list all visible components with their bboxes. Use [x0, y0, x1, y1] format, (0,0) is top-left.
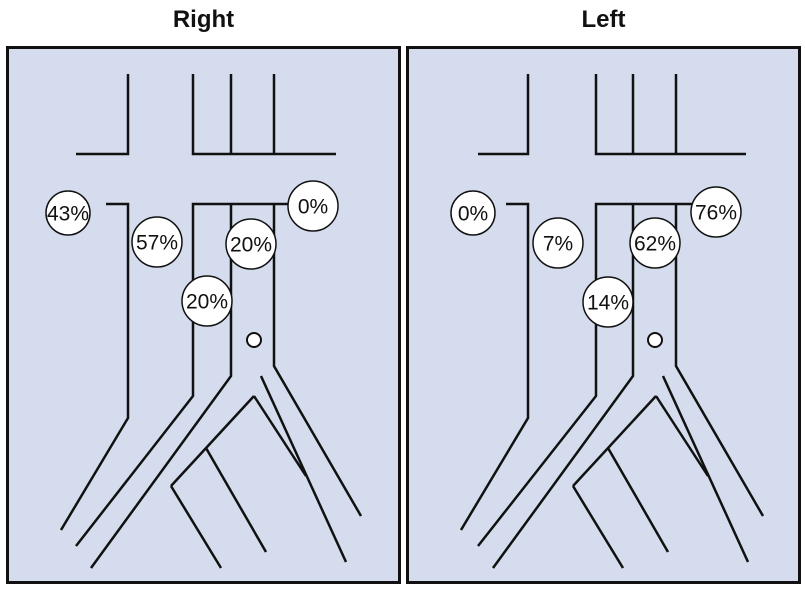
- small-circle-marker: [647, 332, 663, 348]
- diagram-panel-left: 0% 7% 14% 62% 76%: [406, 46, 801, 584]
- percent-label: 0%: [298, 196, 328, 219]
- percent-bubble-c: 14%: [582, 276, 634, 328]
- percent-bubble-d: 62%: [629, 217, 681, 269]
- percent-label: 0%: [458, 203, 488, 226]
- panel-title-left: Left: [581, 6, 626, 33]
- percent-bubble-e: 0%: [287, 180, 339, 232]
- panel-title-right: Right: [172, 6, 235, 33]
- percent-bubble-d: 20%: [225, 218, 277, 270]
- percent-bubble-e: 76%: [690, 186, 742, 238]
- percent-bubble-a: 43%: [45, 190, 91, 236]
- percent-bubble-b: 7%: [532, 217, 584, 269]
- percent-label: 57%: [136, 232, 178, 255]
- diagram-panel-right: 43% 57% 20% 20% 0%: [6, 46, 401, 584]
- percent-label: 20%: [230, 234, 272, 257]
- percent-label: 14%: [587, 292, 629, 315]
- percent-label: 20%: [186, 291, 228, 314]
- percent-label: 62%: [634, 233, 676, 256]
- percent-bubble-c: 20%: [181, 275, 233, 327]
- percent-bubble-b: 57%: [131, 216, 183, 268]
- percent-bubble-a: 0%: [450, 190, 496, 236]
- percent-label: 7%: [543, 233, 573, 256]
- small-circle-marker: [246, 332, 262, 348]
- percent-label: 43%: [47, 203, 89, 226]
- percent-label: 76%: [695, 202, 737, 225]
